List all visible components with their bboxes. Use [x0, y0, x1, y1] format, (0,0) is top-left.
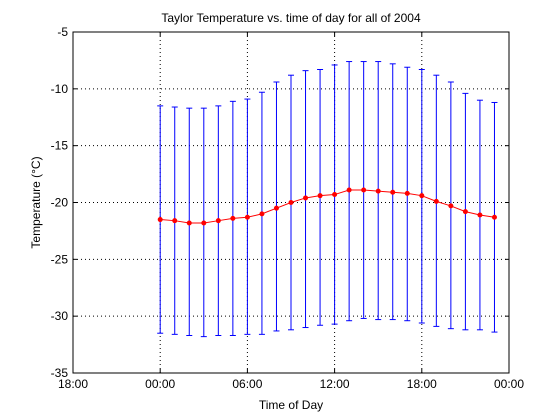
data-point [186, 220, 192, 226]
data-point [491, 214, 497, 220]
data-point [404, 190, 410, 196]
y-tick-label: -30 [51, 309, 69, 323]
data-point [172, 218, 178, 224]
data-point [317, 193, 323, 199]
chart-title: Taylor Temperature vs. time of day for a… [161, 11, 421, 25]
y-tick-label: -5 [57, 25, 68, 39]
x-axis-label: Time of Day [259, 398, 323, 412]
y-tick-label: -15 [51, 139, 69, 153]
data-point [288, 200, 294, 205]
data-point [419, 193, 425, 199]
data-point [230, 215, 236, 221]
x-tick-label: 00:00 [145, 377, 175, 391]
data-point [259, 211, 265, 217]
data-point [332, 192, 338, 198]
data-point [201, 220, 207, 226]
y-tick-label: -35 [51, 366, 69, 380]
x-tick-label: 00:00 [494, 377, 524, 391]
data-point [433, 198, 439, 204]
mean-temperature-markers [157, 187, 497, 226]
data-point [361, 187, 367, 193]
y-tick-label: -25 [51, 252, 69, 266]
data-point [346, 187, 352, 193]
x-tick-labels: 18:00 00:00 06:00 12:00 18:00 00:00 [58, 377, 524, 391]
data-point [462, 209, 468, 215]
y-tick-label: -20 [51, 196, 69, 210]
data-point [448, 203, 454, 209]
data-point [303, 195, 309, 201]
data-point [215, 218, 221, 224]
data-point [157, 217, 163, 223]
x-tick-label: 18:00 [58, 377, 88, 391]
x-tick-label: 12:00 [320, 377, 350, 391]
axes-frame [72, 31, 510, 374]
data-point [375, 188, 381, 194]
data-point [477, 212, 483, 218]
y-tick-labels: -35 -30 -25 -20 -15 -10 -5 [51, 25, 69, 380]
data-point [273, 205, 279, 211]
x-tick-label: 06:00 [232, 377, 262, 391]
x-tick-label: 18:00 [407, 377, 437, 391]
data-point [390, 189, 396, 195]
y-axis-label: Temperature (°C) [29, 156, 43, 248]
y-tick-label: -10 [51, 82, 69, 96]
data-point [244, 214, 250, 220]
